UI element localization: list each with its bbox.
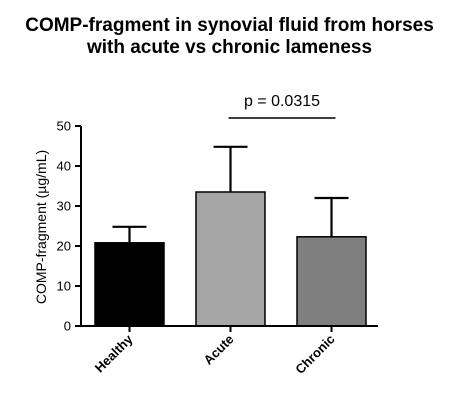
bar-healthy [94,242,165,327]
y-tick-label-0: 0 [64,319,71,334]
y-tick-label-50: 50 [57,119,71,134]
bar-acute [195,191,266,327]
chart-title: COMP-fragment in synovial fluid from hor… [25,15,434,58]
y-tick-label-20: 20 [57,239,71,254]
y-tick-label-10: 10 [57,279,71,294]
y-axis-label: COMP-fragment (µg/mL) [33,150,49,304]
bar-chronic [296,236,367,327]
significance-label-0: p = 0.0315 [244,93,320,110]
x-tick-label-healthy: Healthy [92,331,136,375]
y-tick-label-40: 40 [57,159,71,174]
chart-title-line-1: COMP-fragment in synovial fluid from hor… [25,15,434,36]
chart-title-line-2: with acute vs chronic lameness [86,37,372,58]
plot-area: 0 10 20 30 40 50 Healthy Acute Chronic p = 0.0315 [57,93,378,377]
x-tick-label-chronic: Chronic [292,332,337,377]
x-tick-label-acute: Acute [200,332,236,368]
y-tick-label-30: 30 [57,199,71,214]
